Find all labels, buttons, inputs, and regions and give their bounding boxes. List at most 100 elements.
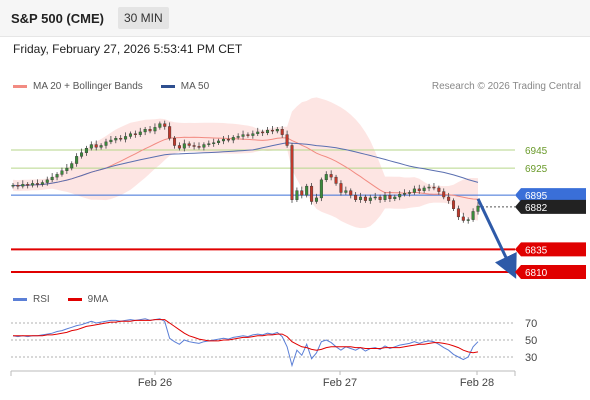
candle-body — [388, 194, 392, 199]
candle-body — [310, 185, 314, 202]
rsi-signal-line — [13, 319, 479, 354]
candle-body — [270, 129, 274, 132]
candle-body — [266, 129, 270, 134]
x-tick-label: Feb 27 — [323, 377, 357, 389]
candle-body — [319, 179, 323, 199]
candle-body — [373, 196, 377, 199]
candle-body — [231, 137, 235, 141]
rsi-swatch — [13, 298, 27, 301]
candle-body — [182, 143, 186, 149]
ma20-label: MA 20 + Bollinger Bands — [33, 81, 143, 92]
legend-rsi: RSI — [13, 294, 50, 305]
candle-body — [432, 186, 436, 189]
candle-body — [173, 138, 177, 146]
candle-body — [461, 216, 465, 221]
candle-body — [437, 187, 441, 192]
level-tag-6835 — [515, 242, 586, 257]
candle-body — [285, 134, 289, 146]
candle-body — [80, 152, 84, 157]
candle-body — [133, 133, 137, 135]
candle-body — [368, 197, 372, 201]
candle-body — [221, 138, 225, 142]
candle-body — [143, 129, 147, 133]
top-bar: S&P 500 (CME) 30 MIN — [0, 0, 590, 37]
candle-body — [314, 197, 318, 202]
level-label-6810: 6810 — [525, 268, 548, 279]
candle-body — [35, 183, 39, 185]
candle-body — [275, 129, 279, 132]
candle-body — [148, 129, 152, 132]
rsi-label: RSI — [33, 294, 50, 305]
level-tag-6895 — [515, 188, 586, 203]
candle-body — [104, 141, 108, 146]
legend-rsi-signal: 9MA — [67, 294, 109, 305]
moving-averages — [12, 136, 479, 200]
candle-body — [305, 185, 309, 196]
candle-body — [403, 193, 407, 195]
rsi-tick-label: 30 — [525, 352, 537, 364]
candle-body — [138, 131, 142, 135]
candle-body — [202, 144, 206, 148]
candle-body — [114, 138, 118, 141]
price-legend: MA 20 + Bollinger Bands MA 50 — [13, 81, 227, 92]
candle-body — [168, 126, 172, 139]
forecast-arrow-line — [476, 198, 517, 279]
candle-body — [197, 146, 201, 148]
level-label-6895: 6895 — [525, 191, 548, 202]
candle-body — [99, 145, 103, 148]
candle-body — [339, 183, 343, 193]
candle-body — [217, 140, 221, 143]
candle-body — [324, 174, 328, 181]
candle-body — [31, 183, 35, 186]
timeframe-badge[interactable]: 30 MIN — [118, 7, 169, 29]
level-label-6835: 6835 — [525, 245, 548, 256]
candle-body — [452, 200, 456, 209]
candle-body — [177, 145, 181, 149]
candle-body — [207, 143, 211, 145]
ma50-swatch — [160, 85, 175, 88]
candle-body — [354, 194, 358, 200]
candle-body — [89, 144, 93, 149]
signal-label: 9MA — [87, 294, 109, 305]
candle-body — [119, 138, 123, 140]
rsi-legend: RSI 9MA — [13, 294, 126, 305]
instrument-title: S&P 500 (CME) — [11, 11, 104, 26]
candle-body — [256, 131, 260, 134]
candle-body — [383, 194, 387, 200]
candle-body — [378, 196, 382, 200]
candle-body — [363, 196, 367, 201]
candle-body — [407, 192, 411, 194]
level-tag-6882 — [515, 199, 586, 214]
candle-body — [261, 131, 265, 134]
candle-body — [295, 190, 299, 200]
candle-body — [359, 196, 363, 200]
candle-body — [11, 185, 15, 187]
rsi-tick-label: 50 — [525, 335, 537, 347]
legend-ma20: MA 20 + Bollinger Bands — [13, 81, 143, 92]
candle-body — [94, 144, 98, 148]
level-label-6945: 6945 — [525, 146, 548, 157]
candle-body — [84, 147, 88, 153]
bollinger-band — [13, 97, 478, 229]
candle-body — [26, 184, 30, 186]
price-levels — [11, 149, 515, 273]
candle-body — [290, 145, 294, 200]
candle-body — [471, 211, 475, 220]
candle-body — [393, 196, 397, 200]
ma50-label: MA 50 — [180, 81, 210, 92]
candle-body — [187, 143, 191, 146]
level-label-6882: 6882 — [525, 203, 548, 214]
candle-body — [70, 163, 74, 169]
candle-body — [280, 129, 284, 135]
credit-text: Research © 2026 Trading Central — [431, 81, 581, 92]
x-tick-label: Feb 26 — [138, 377, 172, 389]
rsi-panel: 70 50 30 — [11, 318, 537, 368]
forecast-arrow — [476, 198, 517, 279]
signal-swatch — [67, 298, 82, 301]
level-tag-6810 — [515, 265, 586, 279]
candle-body — [241, 134, 245, 137]
candle-body — [398, 194, 402, 198]
candle-body — [192, 145, 196, 147]
